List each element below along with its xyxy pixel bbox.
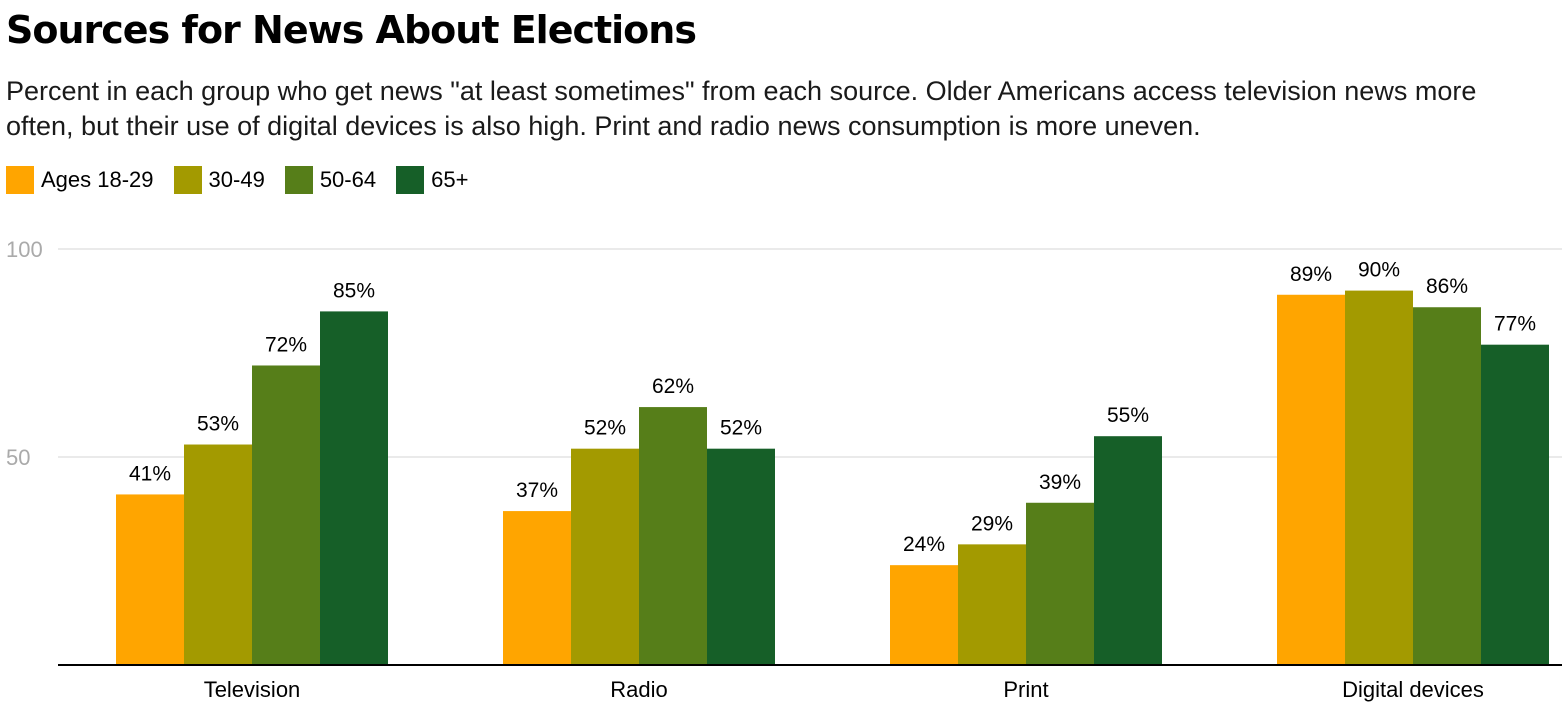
legend-label: 50-64 <box>319 167 377 192</box>
data-label: 62% <box>652 375 694 398</box>
bar <box>320 311 388 665</box>
bar <box>958 544 1026 665</box>
data-label: 52% <box>720 417 762 440</box>
chart-subtitle: Percent in each group who get news "at l… <box>6 76 1477 141</box>
x-tick-label: Television <box>204 677 301 702</box>
legend-label: 65+ <box>431 167 469 192</box>
data-label: 39% <box>1039 471 1081 494</box>
x-tick-label: Print <box>1003 677 1048 702</box>
bar <box>571 448 639 665</box>
legend-swatch <box>173 166 202 194</box>
data-label: 55% <box>1107 404 1149 427</box>
bar <box>1413 307 1481 665</box>
bar <box>1094 436 1162 665</box>
legend: Ages 18-29 30-49 50-64 65+ <box>6 166 488 194</box>
data-label: 77% <box>1494 313 1536 336</box>
bar <box>1026 502 1094 665</box>
data-label: 53% <box>197 413 239 436</box>
legend-item-65-plus: 65+ <box>396 166 468 194</box>
bar <box>639 407 707 665</box>
chart-title: Sources for News About Elections <box>6 8 697 52</box>
data-label: 89% <box>1290 263 1332 286</box>
legend-item-50-64: 50-64 <box>284 166 377 194</box>
data-label: 41% <box>129 462 171 485</box>
data-label: 24% <box>903 533 945 556</box>
x-tick-label: Radio <box>610 677 667 702</box>
bar <box>890 565 958 665</box>
data-label: 29% <box>971 512 1013 535</box>
data-label: 37% <box>516 479 558 502</box>
bar <box>252 365 320 665</box>
legend-swatch <box>6 166 34 194</box>
data-label: 72% <box>265 333 307 356</box>
bar <box>503 511 571 665</box>
legend-label: 30-49 <box>208 167 265 192</box>
data-label: 52% <box>584 417 626 440</box>
data-label: 85% <box>333 279 375 302</box>
y-tick-label: 50 <box>6 445 30 470</box>
legend-item-ages-18-29: Ages 18-29 <box>6 166 154 194</box>
data-label: 86% <box>1426 275 1468 298</box>
bar <box>116 494 184 665</box>
bar <box>707 448 775 665</box>
bar <box>1277 294 1345 665</box>
bar <box>1345 290 1413 665</box>
bar <box>1481 344 1549 665</box>
legend-swatch <box>284 166 313 194</box>
bar <box>184 444 252 665</box>
legend-swatch <box>396 166 425 194</box>
legend-label: Ages 18-29 <box>41 167 154 192</box>
legend-item-30-49: 30-49 <box>173 166 265 194</box>
x-tick-label: Digital devices <box>1342 677 1484 702</box>
data-label: 90% <box>1358 259 1400 282</box>
y-tick-label: 100 <box>6 237 43 262</box>
